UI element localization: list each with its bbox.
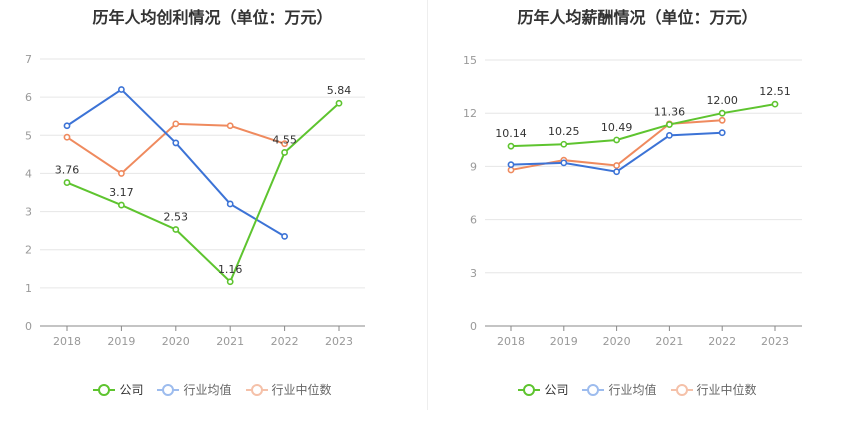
salary-chart-svg: 0 3 6 9 12 15 2018 2019 2020 2021 2022 2023 10.14 10.…: [463, 54, 802, 348]
x-tick-label: 2021: [655, 335, 683, 348]
point-median: [718, 116, 726, 124]
point-avg: [63, 122, 71, 130]
legend-item-median[interactable]: 行业中位数: [670, 381, 757, 398]
point-median: [118, 170, 125, 177]
legend-avg-icon: [157, 383, 180, 397]
profit-chart-panel: 历年人均创利情况（单位：万元） 0 1 2 3 4 5 6 7 2018 2019 2020 2021…: [0, 8, 425, 398]
point-avg: [718, 129, 726, 137]
legend-avg-label: 行业均值: [608, 383, 657, 397]
y-tick-label: 1: [25, 282, 32, 295]
point-company: [63, 179, 71, 186]
legend-median-icon: [670, 383, 693, 397]
salary-chart-title: 历年人均薪酬情况（单位：万元）: [517, 8, 758, 27]
point-company: [118, 201, 125, 209]
data-label: 11.36: [654, 106, 686, 119]
y-tick-label: 12: [463, 107, 477, 120]
y-tick-label: 2: [25, 244, 32, 257]
point-company: [560, 140, 568, 148]
x-tick-label: 2018: [497, 335, 525, 348]
data-label: 12.00: [706, 94, 738, 107]
x-tick-label: 2022: [271, 335, 299, 348]
x-tick-label: 2019: [107, 335, 135, 348]
y-tick-label: 0: [25, 320, 32, 333]
point-company: [771, 100, 779, 108]
y-tick-label: 7: [25, 53, 32, 66]
x-tick-label: 2022: [708, 335, 736, 348]
point-median: [226, 122, 234, 130]
x-tick-label: 2018: [53, 335, 81, 348]
legend-median-label: 行业中位数: [696, 383, 757, 397]
point-avg: [226, 200, 234, 208]
point-avg: [172, 139, 180, 147]
x-tick-label: 2021: [216, 335, 244, 348]
salary-chart-panel: 历年人均薪酬情况（单位：万元） 0 3 6 9 12 15 2018 2019 2020 2021…: [425, 0, 850, 437]
point-median: [63, 133, 71, 141]
point-company: [226, 278, 234, 286]
y-tick-label: 15: [463, 54, 477, 67]
data-label: 4.55: [272, 133, 297, 146]
series-line-median: [66, 122, 285, 175]
x-tick-label: 2019: [550, 335, 578, 348]
point-company: [281, 149, 288, 156]
point-avg: [613, 168, 620, 176]
point-median: [172, 120, 180, 128]
legend-avg-label: 行业均值: [183, 383, 232, 397]
legend-median-icon: [245, 383, 268, 397]
point-company: [718, 109, 726, 117]
point-company: [507, 142, 515, 150]
data-label: 3.76: [55, 164, 80, 177]
x-tick-label: 2020: [603, 335, 631, 348]
legend-company-label: 公司: [119, 383, 144, 397]
legend-item-company[interactable]: 公司: [518, 381, 568, 398]
point-company: [172, 226, 180, 233]
legend-item-company[interactable]: 公司: [93, 381, 143, 398]
data-label: 10.25: [548, 125, 580, 138]
legend-company-icon: [93, 383, 116, 397]
data-label: 12.51: [759, 85, 791, 98]
profit-chart-title: 历年人均创利情况（单位：万元）: [92, 8, 333, 27]
data-label: 1.16: [218, 263, 243, 276]
data-label: 10.14: [495, 127, 527, 140]
profit-chart-svg: 0 1 2 3 4 5 6 7 2018 2019 2020 2021 2022 2023 3.76 3.17…: [25, 53, 365, 348]
point-avg: [507, 161, 515, 169]
series-line-company: [66, 102, 340, 284]
legend-item-median[interactable]: 行业中位数: [245, 381, 332, 398]
point-avg: [118, 86, 125, 93]
panel-divider: [427, 0, 428, 410]
series-line-company: [510, 103, 776, 148]
y-tick-label: 6: [25, 91, 32, 104]
y-tick-label: 0: [470, 320, 477, 333]
x-tick-label: 2020: [162, 335, 190, 348]
data-label: 2.53: [164, 210, 189, 223]
x-tick-label: 2023: [325, 335, 353, 348]
legend-avg-icon: [582, 383, 605, 397]
legend-item-avg[interactable]: 行业均值: [582, 381, 657, 398]
point-company: [613, 136, 620, 144]
legend-company-icon: [518, 383, 541, 397]
data-label: 3.17: [109, 186, 134, 199]
point-median: [281, 140, 288, 148]
x-tick-label: 2023: [761, 335, 789, 348]
point-avg: [665, 131, 673, 139]
y-tick-label: 6: [470, 214, 477, 227]
y-tick-label: 3: [25, 206, 32, 219]
point-median: [613, 162, 620, 169]
data-label: 5.84: [327, 84, 352, 97]
legend-company-label: 公司: [544, 383, 569, 397]
legend-item-avg[interactable]: 行业均值: [157, 381, 232, 398]
point-avg: [281, 232, 288, 240]
legend-median-label: 行业中位数: [271, 383, 332, 397]
salary-chart-legend: 公司 行业均值 行业中位数: [425, 381, 850, 398]
point-company: [665, 121, 673, 128]
point-median: [507, 166, 515, 174]
point-avg: [560, 159, 568, 167]
point-company: [335, 99, 343, 107]
y-tick-label: 4: [25, 167, 32, 180]
y-tick-label: 3: [470, 267, 477, 280]
y-tick-label: 9: [470, 160, 477, 173]
y-tick-label: 5: [25, 129, 32, 142]
profit-chart-legend: 公司 行业均值 行业中位数: [0, 381, 425, 398]
data-label: 10.49: [601, 121, 633, 134]
